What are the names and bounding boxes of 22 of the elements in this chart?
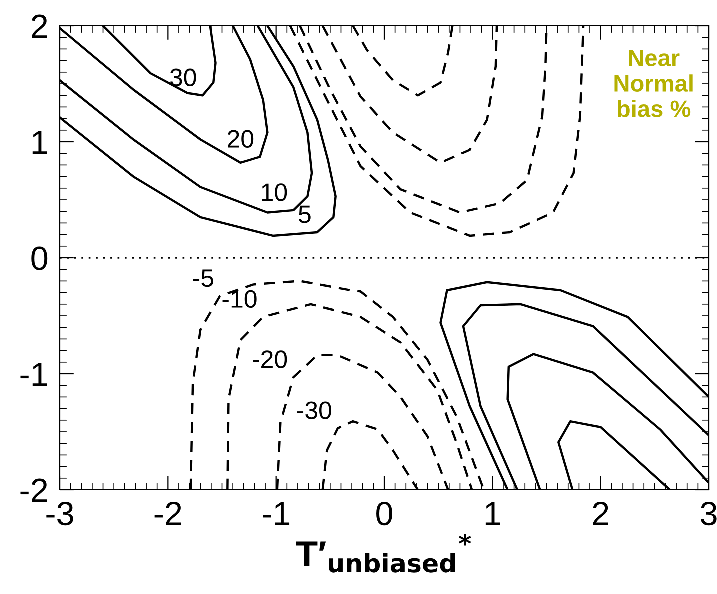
annotation: 10 (262, 184, 288, 202)
x-tick-label: 3 (701, 502, 717, 526)
y-tick-label: -2 (20, 478, 48, 502)
x-tick-label: 0 (376, 502, 392, 526)
annotation: -20 (253, 350, 288, 368)
y-tick-label: -1 (20, 363, 48, 386)
x-tick-label: -1 (262, 502, 290, 526)
x-tick-label: -3 (46, 502, 74, 526)
annotation: -10 (222, 290, 257, 308)
annotation: 20 (228, 130, 254, 148)
annotation: 30 (170, 68, 196, 86)
y-tick-label: 1 (32, 131, 48, 154)
x-tick-label: 2 (593, 502, 608, 526)
y-tick-label: 0 (32, 246, 48, 270)
y-tick-label: 2 (32, 14, 48, 38)
x-tick-label: 1 (486, 502, 500, 526)
annotation: -5 (193, 270, 214, 288)
x-axis-title: T′$_{unbiased}$$^{*}$ (296, 534, 472, 573)
annotation: Near Normal bias % (614, 50, 693, 118)
annotation: -30 (297, 402, 332, 420)
x-tick-label: -2 (154, 502, 182, 526)
annotation: 5 (298, 206, 311, 224)
